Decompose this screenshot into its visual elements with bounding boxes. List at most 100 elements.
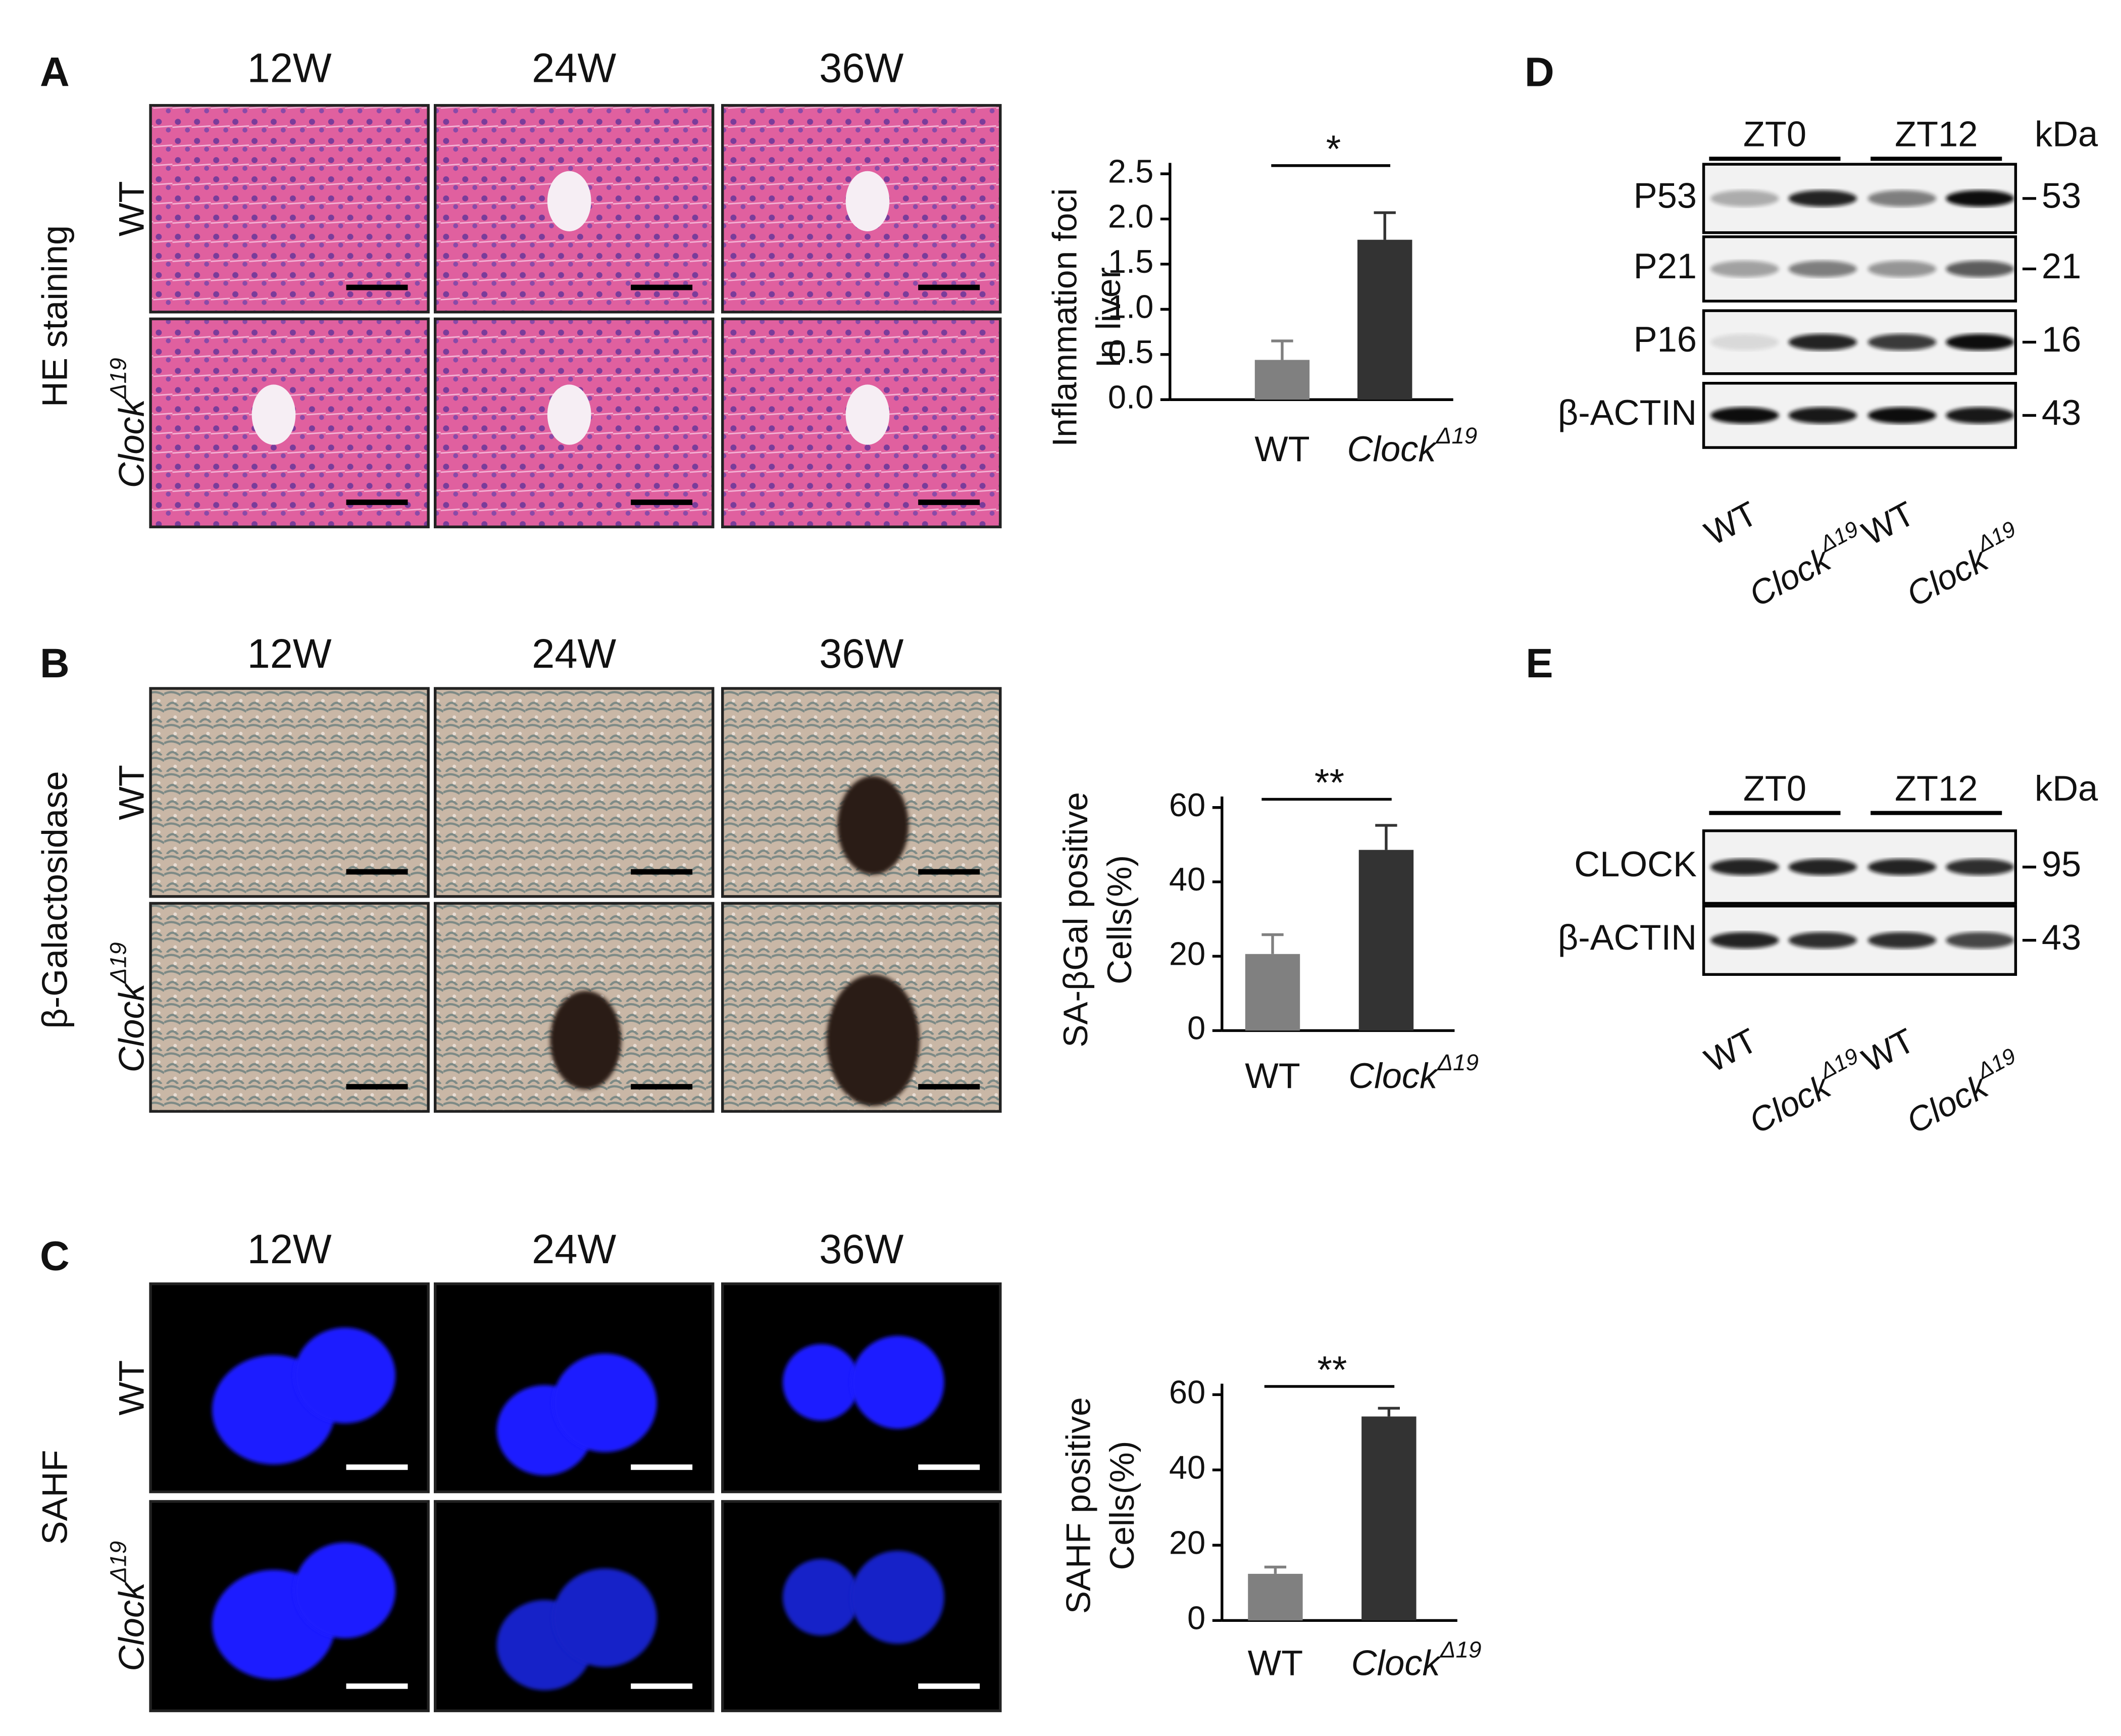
micrograph bbox=[149, 104, 430, 314]
micrograph bbox=[149, 902, 430, 1113]
nucleus bbox=[851, 1551, 944, 1644]
error-bar bbox=[1261, 933, 1284, 954]
panel-letter: B bbox=[40, 640, 70, 686]
band bbox=[1867, 190, 1937, 207]
genotype-name: Clock bbox=[1348, 1056, 1439, 1096]
error-bar bbox=[1264, 1565, 1287, 1574]
stain-label: β-Galactosidase bbox=[34, 771, 74, 1028]
y-tick-label: 0 bbox=[1187, 1599, 1205, 1636]
genotype-label: WT bbox=[1856, 1021, 1921, 1080]
vessel bbox=[547, 384, 591, 445]
micrograph bbox=[149, 687, 430, 898]
y-tick-label: 1.0 bbox=[1108, 288, 1153, 325]
genotype-name: WT bbox=[1254, 429, 1310, 469]
genotype-name: WT bbox=[111, 765, 151, 820]
nucleus bbox=[782, 1559, 860, 1636]
band bbox=[1788, 190, 1857, 207]
genotype-label: WT bbox=[111, 1360, 151, 1416]
column-header: 24W bbox=[532, 631, 616, 677]
significance-mark: * bbox=[1326, 128, 1341, 171]
y-tick-label: 60 bbox=[1169, 786, 1205, 823]
genotype-name: Clock bbox=[1901, 1067, 1996, 1141]
genotype-label: ClockΔ19 bbox=[1740, 516, 1872, 614]
genotype-name: WT bbox=[1856, 1021, 1921, 1080]
panel-letter: D bbox=[1525, 49, 1554, 95]
kda-label: 43 bbox=[2042, 392, 2081, 432]
vessel bbox=[251, 384, 296, 445]
error-bar bbox=[1375, 824, 1397, 850]
kda-label: 16 bbox=[2042, 319, 2081, 359]
band bbox=[1946, 334, 2014, 351]
y-tick-label: 0.0 bbox=[1108, 378, 1153, 415]
genotype-label: ClockΔ19 bbox=[105, 942, 151, 1072]
bar bbox=[1245, 954, 1300, 1031]
genotype-superscript: Δ19 bbox=[1440, 1637, 1482, 1663]
kda-label: 95 bbox=[2042, 844, 2081, 884]
band bbox=[1867, 859, 1937, 875]
genotype-name: Clock bbox=[1901, 540, 1996, 614]
genotype-superscript: Δ19 bbox=[105, 942, 131, 984]
y-axis-label: SA-βGal positive bbox=[1057, 792, 1095, 1048]
group-label: ZT12 bbox=[1895, 768, 1978, 808]
y-tick-label: 2.0 bbox=[1108, 198, 1153, 235]
vessel bbox=[547, 171, 591, 231]
protein-label: β-ACTIN bbox=[1558, 392, 1697, 432]
genotype-superscript: Δ19 bbox=[1437, 1050, 1479, 1075]
band bbox=[1710, 407, 1779, 424]
y-tick-label: 20 bbox=[1169, 935, 1205, 972]
nucleus bbox=[851, 1335, 944, 1429]
kda-label: 21 bbox=[2042, 246, 2081, 286]
band bbox=[1788, 932, 1857, 949]
stain-spot bbox=[837, 776, 909, 875]
genotype-label: WT bbox=[1699, 1021, 1763, 1080]
band bbox=[1788, 407, 1857, 424]
genotype-label: WT bbox=[1699, 494, 1763, 553]
significance-mark: ** bbox=[1317, 1349, 1347, 1392]
genotype-label: ClockΔ19 bbox=[1740, 1043, 1872, 1141]
band bbox=[1946, 261, 2014, 277]
unit-label: kDa bbox=[2035, 768, 2098, 808]
genotype-name: WT bbox=[1245, 1056, 1300, 1096]
nucleus bbox=[294, 1542, 396, 1639]
y-tick-label: 40 bbox=[1169, 1449, 1205, 1485]
genotype-name: WT bbox=[111, 181, 151, 236]
error-bar bbox=[1374, 211, 1396, 240]
stain-label: HE staining bbox=[34, 225, 74, 407]
protein-label: β-ACTIN bbox=[1558, 917, 1697, 957]
band bbox=[1710, 859, 1779, 875]
band bbox=[1867, 407, 1937, 424]
genotype-name: Clock bbox=[111, 397, 151, 488]
y-axis-label: Inflammation foci bbox=[1046, 188, 1084, 447]
genotype-name: Clock bbox=[1351, 1643, 1442, 1682]
genotype-superscript: Δ19 bbox=[1436, 423, 1478, 449]
y-axis-label: Cells(%) bbox=[1103, 1441, 1141, 1570]
genotype-label: ClockΔ19 bbox=[1898, 516, 2029, 614]
column-header: 36W bbox=[819, 1226, 903, 1272]
y-axis-label: In liver bbox=[1090, 267, 1128, 368]
genotype-name: Clock bbox=[1347, 429, 1438, 469]
genotype-label: ClockΔ19 bbox=[1348, 1050, 1479, 1096]
group-label: ZT12 bbox=[1895, 114, 1978, 154]
y-tick-label: 1.5 bbox=[1108, 243, 1153, 280]
genotype-name: WT bbox=[111, 1360, 151, 1416]
vessel bbox=[845, 171, 890, 231]
group-label: ZT0 bbox=[1743, 114, 1806, 154]
band bbox=[1867, 932, 1937, 949]
nucleus bbox=[552, 1568, 657, 1667]
protein-label: CLOCK bbox=[1574, 844, 1697, 884]
column-header: 24W bbox=[532, 45, 616, 91]
genotype-label: WT bbox=[1245, 1056, 1300, 1096]
band bbox=[1710, 334, 1779, 351]
column-header: 36W bbox=[819, 45, 903, 91]
genotype-label: ClockΔ19 bbox=[1898, 1043, 2029, 1141]
genotype-name: WT bbox=[1699, 1021, 1763, 1080]
genotype-name: WT bbox=[1248, 1643, 1303, 1682]
bar bbox=[1248, 1573, 1303, 1621]
y-tick-label: 2.5 bbox=[1108, 153, 1153, 189]
y-tick-label: 40 bbox=[1169, 861, 1205, 898]
genotype-name: WT bbox=[1856, 494, 1921, 553]
column-header: 12W bbox=[247, 1226, 332, 1272]
band bbox=[1710, 261, 1779, 277]
genotype-label: WT bbox=[1856, 494, 1921, 553]
genotype-superscript: Δ19 bbox=[105, 1541, 131, 1583]
